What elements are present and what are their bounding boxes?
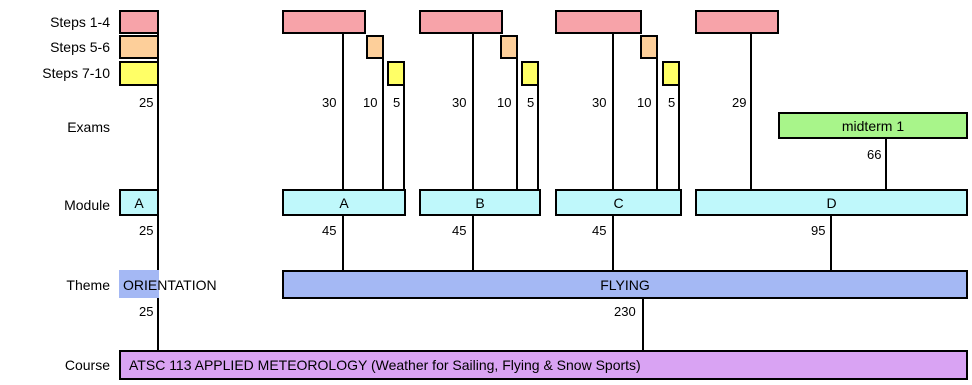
midterm-1-box: midterm 1 [778, 112, 968, 139]
flying-theme-box: FLYING [282, 270, 968, 299]
orientation-theme-fill [119, 270, 159, 298]
module-b-steps14-line [472, 33, 474, 270]
course-title: ATSC 113 APPLIED METEOROLOGY (Weather fo… [129, 357, 641, 373]
module-d-theme-line [830, 216, 832, 270]
module-b-steps-5-6-box [500, 35, 518, 59]
midterm-line [885, 138, 887, 189]
module-a-box: A [282, 189, 406, 216]
module-c-steps-1-4-box [555, 10, 642, 34]
module-a-steps710-count: 5 [393, 95, 401, 110]
orientation-theme-count: 25 [139, 304, 154, 319]
orientation-connector [157, 10, 159, 352]
orientation-steps-7-10-box [119, 61, 159, 86]
midterm-count: 66 [867, 147, 882, 162]
row-label-exams: Exams [67, 119, 110, 135]
orientation-steps-1-4-box [119, 10, 159, 34]
module-c-count: 45 [592, 223, 607, 238]
module-a-steps14-count: 30 [322, 95, 337, 110]
module-d-count: 95 [811, 223, 826, 238]
module-c-steps710-line [678, 85, 680, 189]
orientation-theme-label: ORIENTATION [123, 277, 217, 293]
module-b-steps14-count: 30 [452, 95, 467, 110]
module-b-count: 45 [452, 223, 467, 238]
module-c-steps-5-6-box [640, 35, 658, 59]
module-d-steps-1-4-box [695, 10, 779, 34]
module-c-box: C [555, 189, 682, 216]
row-label-theme: Theme [66, 277, 110, 293]
module-c-steps56-count: 10 [637, 95, 652, 110]
row-label-steps-1-4: Steps 1-4 [50, 14, 110, 30]
module-c-steps14-count: 30 [592, 95, 607, 110]
module-a-steps-1-4-box [282, 10, 366, 34]
module-b-steps56-count: 10 [497, 95, 512, 110]
row-label-steps-5-6: Steps 5-6 [50, 39, 110, 55]
module-a-steps710-line [403, 85, 405, 189]
module-orientation-box: A [119, 189, 159, 216]
module-a-steps56-line [382, 58, 384, 189]
module-a-steps56-count: 10 [363, 95, 378, 110]
flying-course-line [642, 298, 644, 352]
module-b-steps-1-4-box [419, 10, 503, 34]
row-label-course: Course [64, 357, 110, 373]
module-b-steps710-count: 5 [527, 95, 535, 110]
module-c-steps56-line [656, 58, 658, 189]
module-d-steps14-count: 29 [732, 95, 747, 110]
module-a-steps-5-6-box [366, 35, 384, 59]
flying-theme-count: 230 [614, 304, 636, 319]
orientation-steps-count: 25 [139, 95, 154, 110]
module-b-steps710-line [537, 85, 539, 189]
module-a-steps14-line [342, 33, 344, 270]
row-label-module: Module [64, 197, 110, 213]
module-c-steps-7-10-box [662, 61, 680, 86]
module-a-steps-7-10-box [387, 61, 405, 86]
row-label-steps-7-10: Steps 7-10 [42, 65, 110, 81]
module-a-count: 45 [322, 223, 337, 238]
module-c-steps710-count: 5 [668, 95, 676, 110]
module-b-steps-7-10-box [521, 61, 539, 86]
module-b-box: B [419, 189, 541, 216]
module-b-steps56-line [516, 58, 518, 189]
course-box: ATSC 113 APPLIED METEOROLOGY (Weather fo… [119, 350, 968, 380]
module-orientation-count: 25 [139, 223, 154, 238]
module-c-steps14-line [612, 33, 614, 270]
orientation-steps-5-6-box [119, 35, 159, 59]
module-d-box: D [695, 189, 968, 216]
module-d-steps14-line [750, 33, 752, 189]
